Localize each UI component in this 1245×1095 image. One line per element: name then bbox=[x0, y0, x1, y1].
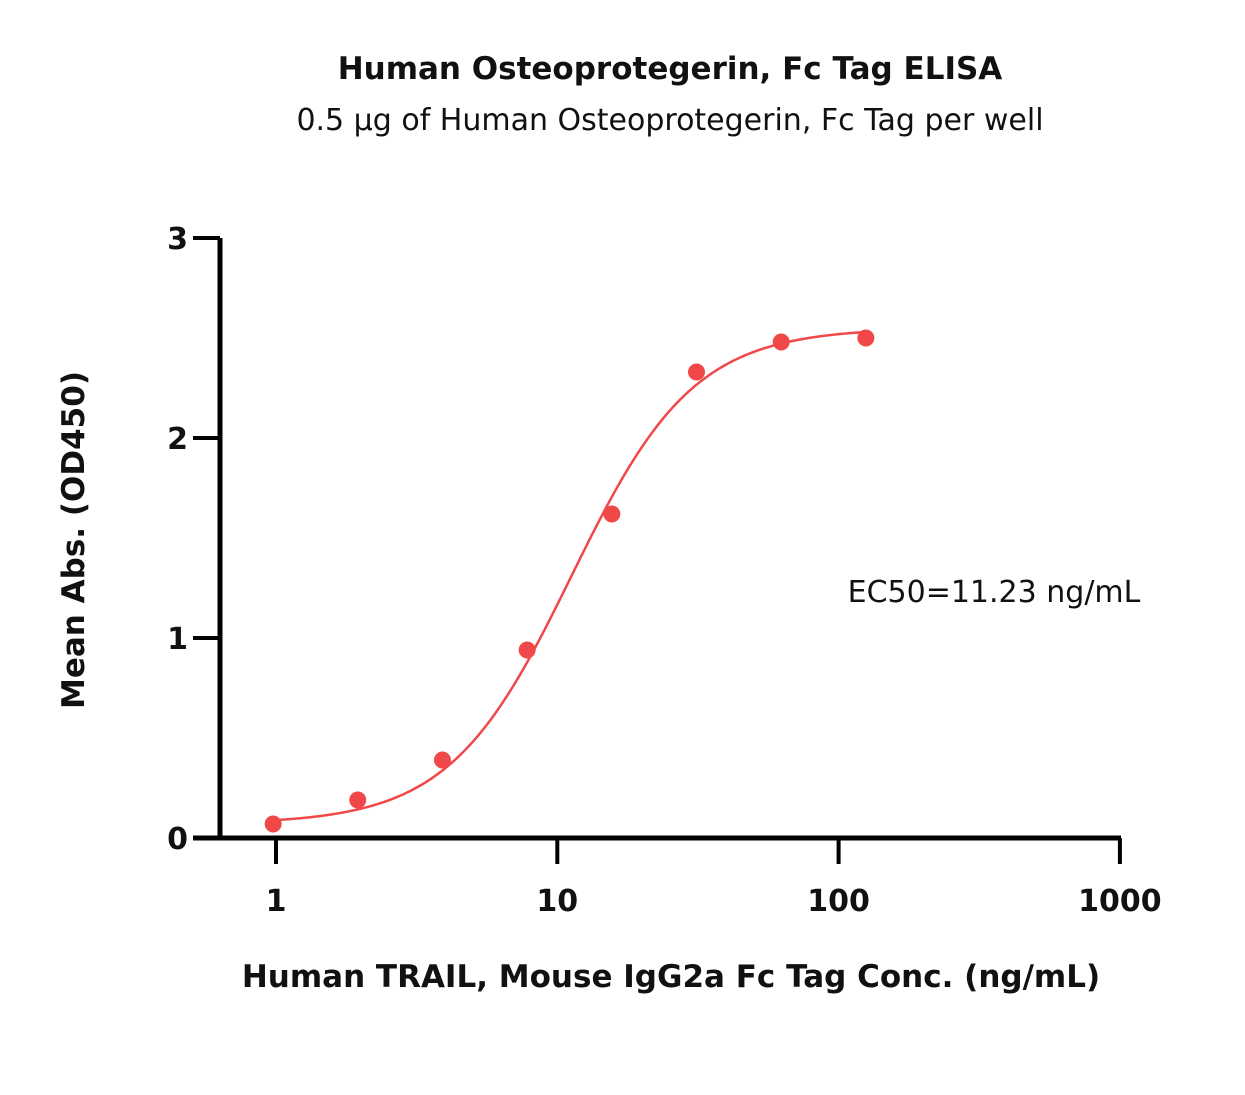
ticks: 1 10 100 1000 0 1 2 3 bbox=[167, 222, 1162, 919]
x-tick-label: 1 bbox=[266, 884, 287, 919]
chart-title: Human Osteoprotegerin, Fc Tag ELISA bbox=[338, 51, 1003, 87]
data-point bbox=[772, 333, 790, 351]
data-point bbox=[857, 329, 875, 347]
y-tick-label: 1 bbox=[167, 622, 188, 657]
x-axis-label: Human TRAIL, Mouse IgG2a Fc Tag Conc. (n… bbox=[242, 959, 1100, 995]
y-tick-label: 3 bbox=[167, 222, 188, 257]
y-tick-label: 2 bbox=[167, 422, 188, 457]
x-tick-label: 10 bbox=[536, 884, 578, 919]
y-tick-label: 0 bbox=[167, 822, 188, 857]
data-point bbox=[518, 641, 536, 659]
data-point bbox=[688, 363, 706, 381]
y-axis-label: Mean Abs. (OD450) bbox=[56, 371, 92, 709]
chart-subtitle: 0.5 μg of Human Osteoprotegerin, Fc Tag … bbox=[296, 103, 1043, 138]
axes bbox=[193, 238, 1121, 841]
data-point bbox=[603, 505, 621, 523]
ec50-annotation: EC50=11.23 ng/mL bbox=[848, 575, 1141, 610]
data-point bbox=[264, 815, 282, 833]
x-tick-label: 100 bbox=[807, 884, 870, 919]
data-point bbox=[349, 791, 367, 809]
data-point bbox=[433, 751, 451, 769]
data-points bbox=[264, 329, 875, 833]
fit-curve bbox=[273, 330, 866, 822]
x-tick-label: 1000 bbox=[1078, 884, 1162, 919]
